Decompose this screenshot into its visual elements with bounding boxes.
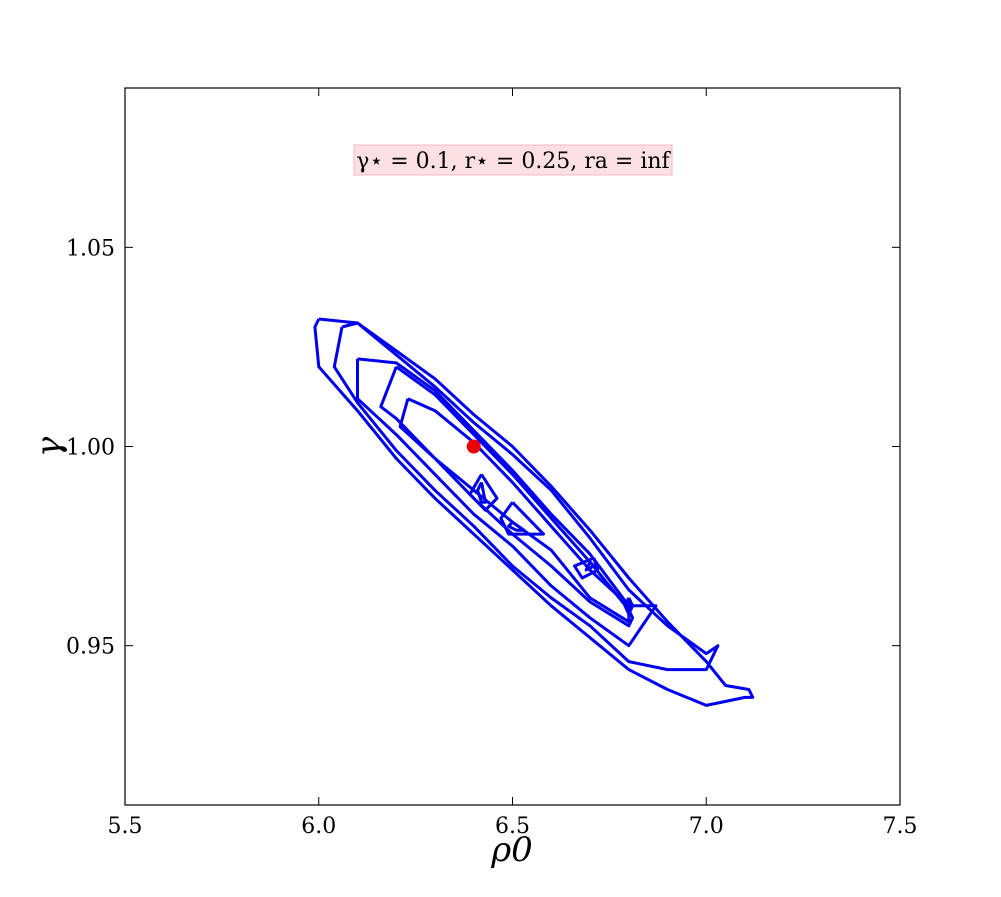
contour-level-3 xyxy=(356,357,658,648)
contour-island-3-outer xyxy=(573,556,600,580)
y-axis-label: γ xyxy=(29,436,69,457)
contour-island-3-inner xyxy=(584,560,596,572)
x-tick-label: 6.5 xyxy=(495,814,530,839)
x-tick-label: 7.0 xyxy=(689,814,724,839)
contour-island-4-inner xyxy=(627,600,635,612)
axis-ticks: 5.5 6.0 6.5 7.0 7.5 0.95 1.00 1.05 xyxy=(66,88,918,839)
contour-level-2 xyxy=(332,321,720,672)
y-tick-label: 1.05 xyxy=(66,236,115,261)
contour-island-2-outer xyxy=(499,501,545,536)
contour-level-1 xyxy=(313,317,755,707)
contour-island-2-inner xyxy=(507,520,526,532)
x-axis-label: ρ0 xyxy=(490,830,533,870)
y-tick-label: 0.95 xyxy=(66,635,115,660)
x-tick-label: 6.0 xyxy=(301,814,336,839)
contour-level-5 xyxy=(398,397,631,624)
contour-island-1-inner xyxy=(476,481,487,504)
y-tick-label: 1.00 xyxy=(66,436,115,461)
x-tick-label: 5.5 xyxy=(108,814,143,839)
fiducial-marker xyxy=(466,439,481,454)
contour-lines xyxy=(313,317,755,707)
annotation-text: γ⋆ = 0.1, r⋆ = 0.25, ra = inf xyxy=(356,149,671,174)
contour-island-1-outer xyxy=(468,473,499,512)
x-tick-label: 7.5 xyxy=(883,814,918,839)
annotation-box: γ⋆ = 0.1, r⋆ = 0.25, ra = inf xyxy=(353,144,673,176)
annotation-background xyxy=(353,144,673,176)
